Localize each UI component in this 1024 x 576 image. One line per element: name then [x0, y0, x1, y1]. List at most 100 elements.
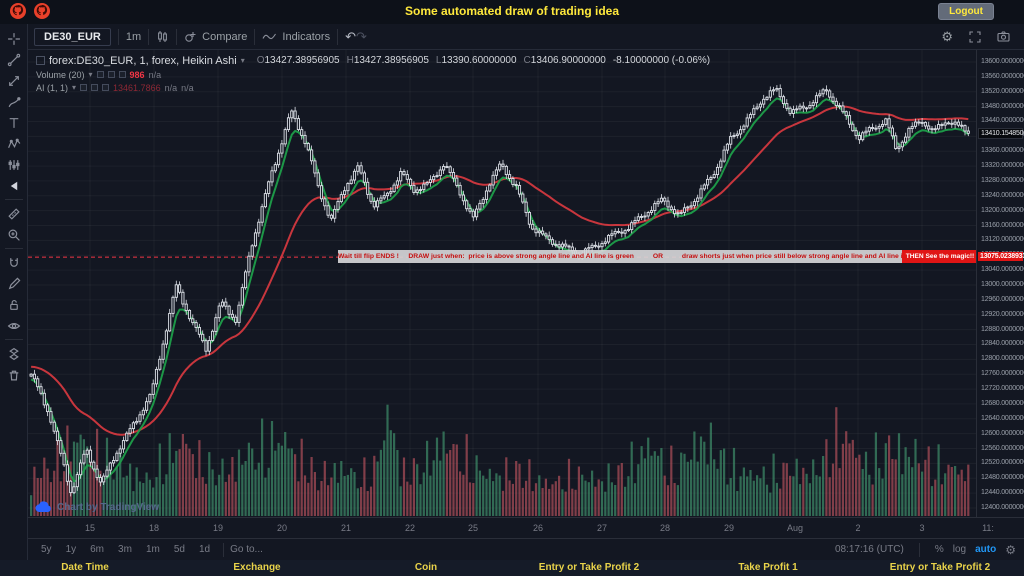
- undo-button[interactable]: ↶: [345, 28, 356, 44]
- range-button-1y[interactable]: 1y: [65, 544, 77, 555]
- brush-icon[interactable]: [2, 91, 26, 112]
- close-value: 13406.90000000: [530, 55, 606, 66]
- bottom-toolbar: 5y 1y 6m 3m 1m 5d 1d Go to... 08:17:16 (UTC) %…: [28, 538, 1024, 560]
- time-tick: 19: [212, 523, 224, 533]
- legend-toggle-icon[interactable]: [36, 56, 45, 65]
- last-price-label: 13410.15485000: [978, 127, 1024, 139]
- price-chart-canvas[interactable]: [28, 50, 976, 517]
- axis-settings-gear-icon[interactable]: ⚙: [1005, 542, 1016, 557]
- toolbar-separator: [148, 28, 150, 45]
- compare-label: Compare: [202, 30, 248, 43]
- symbol-search-button[interactable]: DE30_EUR: [34, 27, 111, 46]
- interval-button[interactable]: 1m: [125, 30, 142, 43]
- study-delete-icon[interactable]: [102, 84, 110, 91]
- study-eye-icon[interactable]: [80, 84, 88, 91]
- change-value: -8.10000000 (-0.06%): [612, 55, 711, 66]
- range-button-1m[interactable]: 1m: [145, 544, 160, 555]
- percent-scale-button[interactable]: %: [934, 544, 944, 555]
- text-tool-icon[interactable]: [2, 112, 26, 133]
- crosshair-icon[interactable]: [2, 28, 26, 49]
- time-tick: 11:: [982, 523, 994, 533]
- study-value: 986: [129, 69, 145, 80]
- goto-date-button[interactable]: Go to...: [230, 544, 263, 555]
- auto-scale-button[interactable]: auto: [975, 544, 997, 555]
- study-settings-icon[interactable]: [91, 84, 99, 91]
- trend-line-icon[interactable]: [2, 49, 26, 70]
- chart-settings-gear-icon[interactable]: ⚙: [941, 28, 953, 44]
- range-button-3m[interactable]: 3m: [118, 544, 132, 555]
- trade-idea-annotation[interactable]: Wait till flip ENDS ! DRAW just when: pr…: [338, 250, 976, 263]
- annotation-badge: THEN See the magic!!: [902, 250, 976, 263]
- gann-tools-icon[interactable]: [2, 70, 26, 91]
- study-name[interactable]: AI (1, 1): [36, 82, 69, 93]
- price-tick: 12960.00000000: [981, 295, 1024, 303]
- price-tick: 12920.00000000: [981, 310, 1024, 318]
- chevron-down-icon[interactable]: ▾: [72, 83, 77, 92]
- footer-label: Take Profit 1: [738, 562, 798, 573]
- time-tick: 26: [532, 523, 544, 533]
- fullscreen-icon[interactable]: [969, 30, 981, 43]
- drawing-mode-icon[interactable]: [2, 273, 26, 294]
- indicators-button[interactable]: Indicators: [262, 31, 330, 43]
- zoom-in-icon[interactable]: [2, 224, 26, 245]
- price-tick: 13480.00000000: [981, 102, 1024, 110]
- price-tick: 12480.00000000: [981, 474, 1024, 482]
- price-tick: 12600.00000000: [981, 429, 1024, 437]
- app-header: Some automated draw of trading idea Logo…: [0, 0, 1024, 24]
- range-button-6m[interactable]: 6m: [90, 544, 105, 555]
- compare-button[interactable]: Compare: [184, 30, 247, 43]
- tradingview-logo-icon: [35, 501, 51, 513]
- clock-utc[interactable]: 08:17:16 (UTC): [834, 544, 904, 555]
- range-button-5d[interactable]: 5d: [173, 544, 185, 555]
- chevron-down-icon[interactable]: ▾: [240, 56, 245, 65]
- redo-button[interactable]: ↷: [356, 28, 367, 44]
- chart-style-button[interactable]: [156, 30, 169, 44]
- series-title[interactable]: forex:DE30_EUR, 1, forex, Heikin Ashi: [49, 54, 237, 67]
- compare-icon: [185, 32, 196, 42]
- logout-button[interactable]: Logout: [938, 3, 994, 20]
- price-axis[interactable]: 13410.15485000 13075.02389333 13600.0000…: [976, 50, 1024, 517]
- hide-all-eye-icon[interactable]: [2, 315, 26, 336]
- log-scale-button[interactable]: log: [952, 544, 967, 555]
- price-tick: 13520.00000000: [981, 87, 1024, 95]
- price-tick: 12520.00000000: [981, 459, 1024, 467]
- arrow-tool-icon[interactable]: [2, 175, 26, 196]
- toolbar-separator: [117, 28, 119, 45]
- footer-label: Coin: [414, 562, 438, 573]
- trash-icon[interactable]: [2, 364, 26, 385]
- study-delete-icon[interactable]: [118, 71, 126, 78]
- screenshot-camera-icon[interactable]: [997, 31, 1010, 42]
- ruler-icon[interactable]: [2, 203, 26, 224]
- price-tick: 12560.00000000: [981, 444, 1024, 452]
- range-button-5y[interactable]: 5y: [41, 544, 52, 555]
- toolbar-separator: [223, 542, 225, 557]
- ohlc-values: O13427.38956905 H13427.38956905 L13390.6…: [256, 55, 711, 66]
- time-axis[interactable]: 15 18 19 20 21 22 25 26 27 28 29 Aug 2 3 11:: [28, 517, 1024, 538]
- study-value: n/a: [148, 69, 162, 80]
- tradingview-attribution[interactable]: Chart by TradingView: [35, 501, 159, 513]
- time-tick: Aug: [786, 523, 804, 533]
- study-settings-icon[interactable]: [107, 71, 115, 78]
- study-eye-icon[interactable]: [96, 71, 104, 78]
- toolbar-separator: [4, 248, 23, 249]
- price-tick: 13440.00000000: [981, 117, 1024, 125]
- chart-pane[interactable]: forex:DE30_EUR, 1, forex, Heikin Ashi ▾ …: [28, 50, 976, 517]
- price-tick: 13200.00000000: [981, 206, 1024, 214]
- object-tree-icon[interactable]: [2, 343, 26, 364]
- study-value: 13461.7866: [113, 82, 161, 93]
- study-name[interactable]: Volume (20): [36, 69, 85, 80]
- watermark-label: Chart by TradingView: [57, 501, 160, 513]
- range-button-1d[interactable]: 1d: [198, 544, 211, 555]
- high-value: 13427.38956905: [353, 55, 429, 66]
- pattern-tool-icon[interactable]: [2, 133, 26, 154]
- forecast-tool-icon[interactable]: [2, 154, 26, 175]
- indicators-label: Indicators: [282, 30, 331, 43]
- chevron-down-icon[interactable]: ▾: [88, 70, 93, 79]
- page-title: Some automated draw of trading idea: [404, 4, 620, 18]
- price-tick: 13280.00000000: [981, 176, 1024, 184]
- price-tick: 13360.00000000: [981, 147, 1024, 155]
- price-tick: 13600.00000000: [981, 58, 1024, 65]
- price-tick: 12760.00000000: [981, 370, 1024, 378]
- magnet-icon[interactable]: [2, 252, 26, 273]
- lock-icon[interactable]: [2, 294, 26, 315]
